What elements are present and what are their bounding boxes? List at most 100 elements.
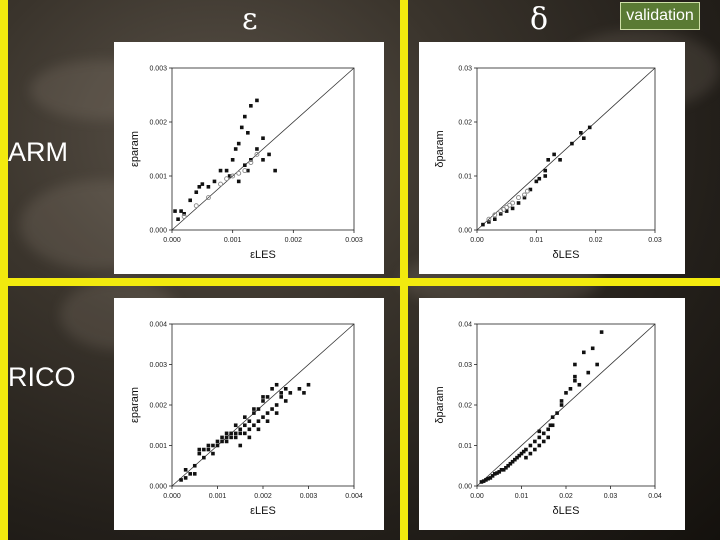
data-point (498, 212, 503, 216)
data-point (582, 350, 586, 355)
y-axis-label: εparam (129, 387, 141, 423)
data-point-secondary (524, 188, 530, 194)
data-point (537, 443, 542, 448)
data-point (192, 472, 197, 476)
data-point (570, 141, 574, 146)
data-point (218, 168, 223, 173)
data-point (243, 114, 247, 119)
data-point (283, 387, 288, 391)
data-point (202, 447, 206, 452)
data-point (182, 212, 186, 216)
data-point (239, 125, 244, 130)
data-point (261, 136, 265, 140)
y-tick-label: 0.003 (149, 66, 167, 73)
x-axis-label: δLES (553, 505, 580, 517)
data-point (481, 479, 486, 483)
data-point-secondary (492, 212, 498, 218)
data-point (261, 399, 265, 403)
chart-panel-rico-delta: 0.00 0.01 0.02 0.03 0.04 0.00 0.01 0.02 0.03 0.04… (419, 298, 685, 530)
data-point (206, 443, 211, 448)
x-axis-label: εLES (250, 505, 276, 517)
data-point (255, 147, 259, 151)
yellow-divider-center (400, 0, 408, 540)
data-point (493, 472, 497, 476)
y-tick-label: 0.02 (458, 403, 472, 410)
x-tick-label: 0.02 (589, 237, 603, 244)
y-axis-label: δparam (434, 130, 446, 167)
data-point-secondary (224, 176, 230, 182)
data-point (493, 217, 497, 221)
data-point (558, 158, 562, 162)
row-label-rico: RICO (8, 362, 76, 392)
data-point (233, 423, 238, 428)
data-point (238, 443, 243, 448)
data-point (513, 457, 517, 462)
data-point (515, 455, 519, 460)
data-point (261, 395, 265, 399)
data-point (212, 179, 217, 184)
x-tick-label: 0.002 (285, 237, 303, 244)
data-point (252, 411, 256, 415)
data-point (552, 152, 556, 157)
data-point (479, 480, 484, 484)
data-point (246, 131, 250, 135)
data-point (229, 435, 233, 440)
data-point (211, 443, 215, 448)
y-tick-label: 0.002 (149, 120, 167, 127)
data-point (564, 391, 568, 395)
data-point (197, 447, 202, 452)
data-point (499, 468, 504, 472)
data-point (249, 104, 253, 108)
data-point (224, 431, 229, 436)
data-point (200, 182, 205, 186)
x-tick-label: 0.004 (345, 493, 363, 500)
data-point (306, 382, 311, 387)
data-point-secondary (218, 181, 223, 187)
data-point (533, 439, 537, 444)
scatter-arm-delta: 0.00 0.01 0.02 0.03 0.00 0.01 0.02 0.03 δLES δpar… (434, 66, 662, 262)
data-point (517, 453, 522, 458)
data-point (179, 478, 183, 482)
data-point (243, 431, 247, 436)
data-point-secondary (193, 203, 199, 209)
x-tick-label: 0.03 (604, 493, 618, 500)
data-point (283, 399, 288, 403)
data-point (215, 439, 220, 444)
data-point-secondary (230, 173, 236, 179)
data-point (206, 185, 211, 189)
y-tick-label: 0.000 (149, 228, 167, 235)
data-point (543, 174, 548, 178)
data-point (273, 168, 277, 173)
data-point (246, 168, 250, 173)
y-tick-label: 0.03 (458, 362, 472, 369)
data-point-secondary (248, 160, 254, 165)
one-to-one-line (171, 67, 355, 231)
data-point (233, 431, 238, 436)
data-point (183, 476, 188, 480)
x-tick-label: 0.00 (470, 493, 484, 500)
epsilon-heading: ε (242, 2, 258, 37)
y-tick-label: 0.004 (149, 322, 167, 329)
one-to-one-line (476, 323, 656, 487)
data-point (504, 465, 508, 470)
data-point (279, 391, 283, 395)
data-point-secondary (181, 214, 187, 219)
data-point (537, 176, 542, 181)
data-point (550, 415, 555, 419)
data-point (236, 141, 241, 146)
data-point (524, 447, 528, 452)
data-point (238, 431, 243, 436)
y-tick-label: 0.03 (458, 66, 472, 73)
x-tick-label: 0.000 (163, 493, 181, 500)
data-point (595, 362, 599, 367)
data-point (599, 330, 604, 334)
data-point (261, 158, 265, 162)
data-point-secondary (242, 168, 248, 174)
data-point (537, 429, 542, 434)
y-tick-label: 0.000 (149, 484, 167, 491)
data-point (534, 179, 539, 184)
data-point (484, 478, 488, 482)
data-point (238, 427, 243, 432)
data-point (297, 387, 302, 391)
plot-frame (476, 67, 656, 231)
